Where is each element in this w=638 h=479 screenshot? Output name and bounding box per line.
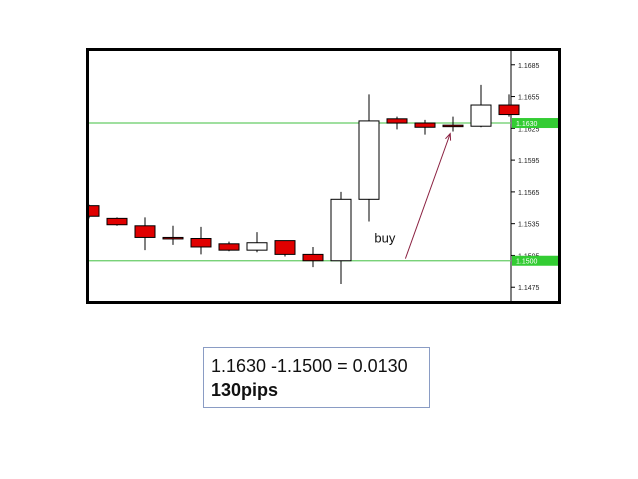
candle-body — [274, 240, 296, 255]
y-tick-label: 1.1535 — [518, 222, 540, 229]
buy-label: buy — [374, 231, 395, 246]
level-price-tag — [512, 255, 558, 266]
candle-body — [358, 120, 380, 200]
y-tick-label: 1.1565 — [518, 190, 540, 197]
candle-body — [470, 104, 492, 127]
y-tick-label: 1.1625 — [518, 126, 540, 133]
level-price-tag — [512, 118, 558, 129]
candle-body — [246, 242, 268, 251]
candlestick-chart: 1.1685 1.1655 1.1625 1.1595 1.1565 1.1535 1.15… — [89, 51, 558, 301]
candle-body — [330, 198, 352, 262]
candle-body — [414, 122, 436, 128]
buy-arrow-head — [445, 132, 452, 141]
candle-body — [134, 225, 156, 238]
candle-body — [302, 253, 324, 262]
pip-result: 130pips — [211, 380, 279, 400]
y-tick-label: 1.1475 — [518, 285, 540, 292]
y-tick-label: 1.1655 — [518, 95, 540, 102]
level-price-label: 1.1500 — [516, 259, 538, 266]
candle-body — [442, 124, 464, 128]
candle-body — [106, 217, 128, 226]
y-tick-label: 1.1685 — [518, 63, 540, 70]
y-tick-label: 1.1595 — [518, 158, 540, 165]
price-chart: 1.1685 1.1655 1.1625 1.1595 1.1565 1.1535 1.15… — [86, 48, 561, 304]
calculation-formula: 1.1630 -1.1500 = 0.0130 — [211, 356, 408, 376]
buy-arrow-line — [404, 133, 451, 259]
candle-body — [89, 205, 100, 217]
candle-body — [218, 243, 240, 251]
candle-body — [190, 238, 212, 248]
candle-body — [162, 236, 184, 240]
candle-body — [386, 118, 408, 124]
candle-body — [498, 104, 520, 116]
level-price-label: 1.1630 — [516, 121, 538, 128]
pip-calculation-box: 1.1630 -1.1500 = 0.0130 130pips — [203, 347, 430, 408]
